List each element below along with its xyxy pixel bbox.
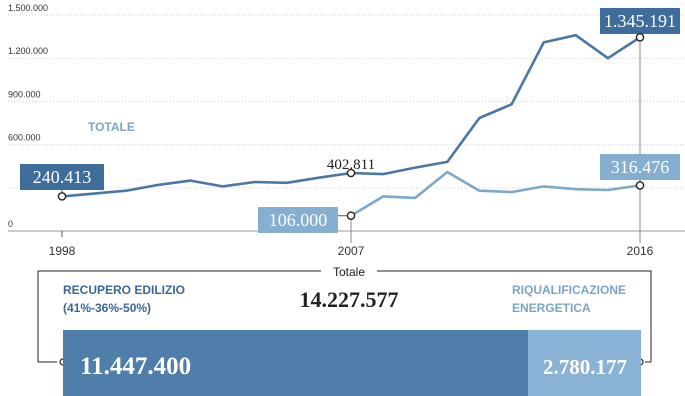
callout-value: 1.345.191: [604, 11, 676, 31]
callout-box: [258, 207, 338, 233]
left-category-label: RECUPERO EDILIZIO: [63, 283, 185, 297]
x-tick-label: 1998: [49, 244, 76, 258]
x-tick-labels: 1998 2007 2016: [49, 244, 654, 258]
callout-value: 402.811: [327, 157, 375, 173]
y-tick-label: 900.000: [8, 89, 41, 99]
right-total-value: 2.780.177: [543, 355, 627, 379]
y-tick-label: 600.000: [8, 133, 41, 143]
left-total-value: 11.447.400: [80, 353, 191, 380]
x-tick-label: 2016: [627, 244, 654, 258]
callout-value: 316.476: [611, 157, 670, 177]
callout-point: [346, 168, 356, 178]
totals-value: 14.227.577: [300, 287, 399, 312]
callout-point: [57, 192, 67, 201]
callout-point: [346, 211, 356, 221]
series-label-totale: TOTALE: [88, 120, 135, 134]
y-tick-labels: 0 600.000 900.000 1.200.000 1.500.000: [8, 3, 48, 229]
y-tick-label: 1.200.000: [8, 46, 48, 56]
right-total-bar: [528, 330, 641, 396]
y-tick-label: 1.500.000: [8, 3, 48, 13]
callout-box: [20, 164, 104, 190]
callout-point: [635, 181, 645, 190]
callout-value: 106.000: [269, 210, 328, 230]
callout-box: [600, 154, 680, 180]
right-category-label: RIQUALIFICAZIONE: [512, 283, 626, 297]
right-category-sublabel: ENERGETICA: [512, 301, 591, 315]
x-tick-label: 2007: [338, 244, 365, 258]
callouts: 240.413 402.811 1.345.191 106.000 316.476: [20, 8, 680, 243]
series-lines: [61, 33, 641, 217]
callout-value: 240.413: [33, 167, 92, 187]
callout-box: [600, 8, 680, 34]
y-tick-label: 0: [8, 219, 13, 229]
left-total-bar: [63, 330, 528, 396]
callout-point: [635, 32, 645, 42]
series-line-series-2: [350, 170, 641, 217]
left-category-sublabel: (41%-36%-50%): [63, 301, 151, 315]
totals-header: Totale: [333, 265, 365, 279]
